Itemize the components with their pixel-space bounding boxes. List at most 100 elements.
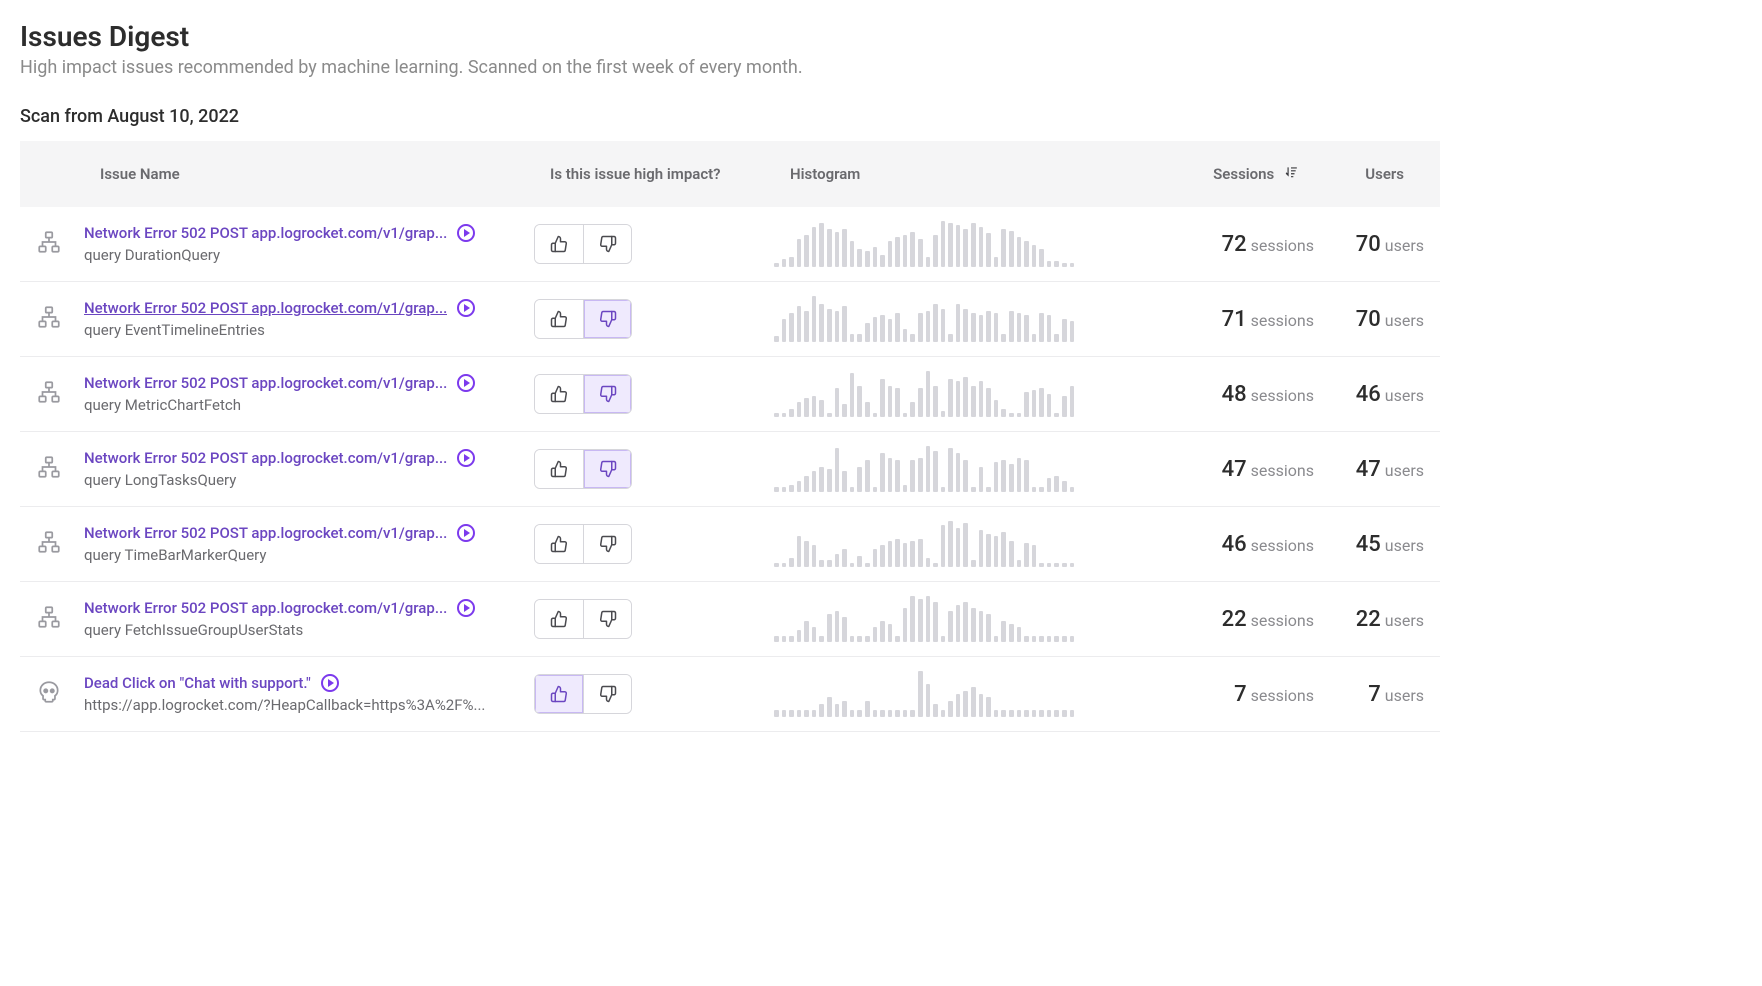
issue-title-link[interactable]: Network Error 502 POST app.logrocket.com… — [84, 374, 447, 392]
skull-icon — [36, 679, 62, 709]
network-icon — [36, 229, 62, 259]
impact-vote-group — [534, 224, 632, 264]
sessions-unit-label: sessions — [1251, 311, 1314, 330]
issue-subtitle: query EventTimelineEntries — [84, 321, 504, 339]
network-icon — [36, 454, 62, 484]
issue-title-link[interactable]: Network Error 502 POST app.logrocket.com… — [84, 224, 447, 242]
play-icon[interactable] — [457, 299, 475, 317]
users-unit-label: users — [1385, 611, 1424, 630]
users-unit-label: users — [1385, 686, 1424, 705]
sessions-count: 47 — [1222, 457, 1247, 482]
issue-title-link[interactable]: Dead Click on "Chat with support." — [84, 674, 311, 692]
histogram-sparkline — [774, 671, 1074, 717]
histogram-sparkline — [774, 521, 1074, 567]
thumbs-down-button[interactable] — [583, 375, 631, 413]
thumbs-up-button[interactable] — [535, 375, 583, 413]
users-unit-label: users — [1385, 536, 1424, 555]
impact-vote-group — [534, 449, 632, 489]
histogram-sparkline — [774, 221, 1074, 267]
users-count: 47 — [1356, 457, 1381, 482]
play-icon[interactable] — [457, 449, 475, 467]
histogram-sparkline — [774, 596, 1074, 642]
col-header-users[interactable]: Users — [1314, 153, 1424, 195]
histogram-sparkline — [774, 371, 1074, 417]
users-count: 7 — [1368, 682, 1381, 707]
sessions-count: 7 — [1234, 682, 1247, 707]
issue-subtitle: query FetchIssueGroupUserStats — [84, 621, 504, 639]
thumbs-up-button[interactable] — [535, 675, 583, 713]
issue-title-link[interactable]: Network Error 502 POST app.logrocket.com… — [84, 599, 447, 617]
thumbs-down-button[interactable] — [583, 450, 631, 488]
table-row: Network Error 502 POST app.logrocket.com… — [20, 582, 1440, 657]
thumbs-down-button[interactable] — [583, 675, 631, 713]
issue-title-link[interactable]: Network Error 502 POST app.logrocket.com… — [84, 299, 447, 317]
users-unit-label: users — [1385, 461, 1424, 480]
play-icon[interactable] — [457, 374, 475, 392]
issue-title-link[interactable]: Network Error 502 POST app.logrocket.com… — [84, 524, 447, 542]
play-icon[interactable] — [457, 224, 475, 242]
thumbs-up-button[interactable] — [535, 300, 583, 338]
thumbs-down-button[interactable] — [583, 225, 631, 263]
sessions-unit-label: sessions — [1251, 461, 1314, 480]
issue-subtitle: query MetricChartFetch — [84, 396, 504, 414]
page-subtitle: High impact issues recommended by machin… — [20, 57, 1440, 78]
impact-vote-group — [534, 599, 632, 639]
play-icon[interactable] — [457, 524, 475, 542]
users-count: 45 — [1356, 532, 1381, 557]
thumbs-down-button[interactable] — [583, 525, 631, 563]
network-icon — [36, 604, 62, 634]
sessions-unit-label: sessions — [1251, 386, 1314, 405]
thumbs-up-button[interactable] — [535, 450, 583, 488]
impact-vote-group — [534, 674, 632, 714]
users-count: 70 — [1356, 232, 1381, 257]
impact-vote-group — [534, 299, 632, 339]
sessions-unit-label: sessions — [1251, 611, 1314, 630]
table-row: Network Error 502 POST app.logrocket.com… — [20, 357, 1440, 432]
col-header-histogram: Histogram — [774, 153, 1164, 195]
table-row: Network Error 502 POST app.logrocket.com… — [20, 207, 1440, 282]
sort-desc-icon — [1284, 165, 1298, 183]
thumbs-up-button[interactable] — [535, 525, 583, 563]
thumbs-up-button[interactable] — [535, 600, 583, 638]
thumbs-down-button[interactable] — [583, 600, 631, 638]
sessions-count: 48 — [1222, 382, 1247, 407]
issue-subtitle: https://app.logrocket.com/?HeapCallback=… — [84, 696, 504, 714]
table-row: Network Error 502 POST app.logrocket.com… — [20, 282, 1440, 357]
issues-digest-panel: Issues Digest High impact issues recomme… — [20, 20, 1440, 732]
table-row: Network Error 502 POST app.logrocket.com… — [20, 432, 1440, 507]
sessions-unit-label: sessions — [1251, 536, 1314, 555]
sessions-count: 22 — [1222, 607, 1247, 632]
scan-date: Scan from August 10, 2022 — [20, 106, 1440, 127]
issue-title-link[interactable]: Network Error 502 POST app.logrocket.com… — [84, 449, 447, 467]
col-header-name[interactable]: Issue Name — [84, 153, 534, 195]
network-icon — [36, 529, 62, 559]
sessions-count: 72 — [1222, 232, 1247, 257]
sessions-unit-label: sessions — [1251, 686, 1314, 705]
table-row: Network Error 502 POST app.logrocket.com… — [20, 507, 1440, 582]
users-count: 46 — [1356, 382, 1381, 407]
users-unit-label: users — [1385, 236, 1424, 255]
play-icon[interactable] — [457, 599, 475, 617]
sessions-unit-label: sessions — [1251, 236, 1314, 255]
users-count: 70 — [1356, 307, 1381, 332]
col-header-sessions[interactable]: Sessions — [1164, 153, 1314, 195]
issue-subtitle: query TimeBarMarkerQuery — [84, 546, 504, 564]
play-icon[interactable] — [321, 674, 339, 692]
network-icon — [36, 304, 62, 334]
page-title: Issues Digest — [20, 20, 1440, 53]
col-header-impact: Is this issue high impact? — [534, 153, 774, 195]
thumbs-down-button[interactable] — [583, 300, 631, 338]
users-unit-label: users — [1385, 311, 1424, 330]
users-unit-label: users — [1385, 386, 1424, 405]
network-icon — [36, 379, 62, 409]
issue-subtitle: query DurationQuery — [84, 246, 504, 264]
users-count: 22 — [1356, 607, 1381, 632]
histogram-sparkline — [774, 296, 1074, 342]
sessions-count: 71 — [1222, 307, 1247, 332]
thumbs-up-button[interactable] — [535, 225, 583, 263]
table-row: Dead Click on "Chat with support." https:… — [20, 657, 1440, 732]
issues-table: Issue Name Is this issue high impact? Hi… — [20, 141, 1440, 732]
impact-vote-group — [534, 524, 632, 564]
table-header-row: Issue Name Is this issue high impact? Hi… — [20, 141, 1440, 207]
sessions-count: 46 — [1222, 532, 1247, 557]
